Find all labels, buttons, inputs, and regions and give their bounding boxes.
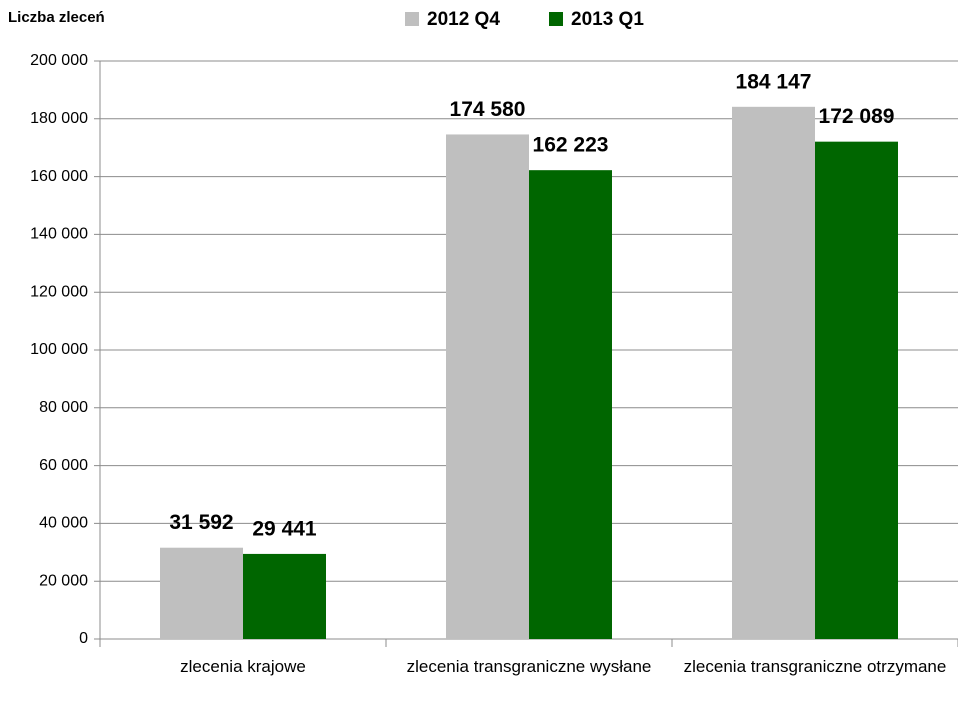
x-tick-label: zlecenia krajowe <box>180 657 306 676</box>
y-tick-label: 180 000 <box>30 110 88 127</box>
y-tick-label: 140 000 <box>30 226 88 243</box>
legend-swatch <box>405 12 419 26</box>
bar <box>446 134 529 639</box>
y-tick-label: 60 000 <box>39 457 88 474</box>
y-tick-label: 100 000 <box>30 341 88 358</box>
data-label: 162 223 <box>533 134 609 157</box>
data-label: 184 147 <box>736 70 812 93</box>
y-tick-label: 40 000 <box>39 515 88 532</box>
legend-label: 2013 Q1 <box>571 9 644 30</box>
bar <box>815 141 898 640</box>
chart-title: Liczba zleceń <box>8 9 105 26</box>
data-label: 172 089 <box>819 105 895 128</box>
y-tick-label: 20 000 <box>39 572 88 589</box>
data-label: 31 592 <box>169 511 233 534</box>
legend-label: 2012 Q4 <box>427 9 500 30</box>
bar <box>243 553 326 639</box>
y-tick-label: 0 <box>79 630 88 647</box>
x-tick-label: zlecenia transgraniczne wysłane <box>406 657 652 676</box>
x-tick-label: zlecenia transgraniczne otrzymane <box>683 657 947 676</box>
legend-swatch <box>549 12 563 26</box>
y-tick-label: 80 000 <box>39 399 88 416</box>
y-tick-label: 120 000 <box>30 283 88 300</box>
y-tick-label: 160 000 <box>30 168 88 185</box>
bar <box>529 170 612 639</box>
bar <box>160 547 243 639</box>
bar <box>732 106 815 639</box>
data-label: 174 580 <box>450 98 526 121</box>
data-label: 29 441 <box>252 517 317 540</box>
y-tick-label: 200 000 <box>30 52 88 69</box>
